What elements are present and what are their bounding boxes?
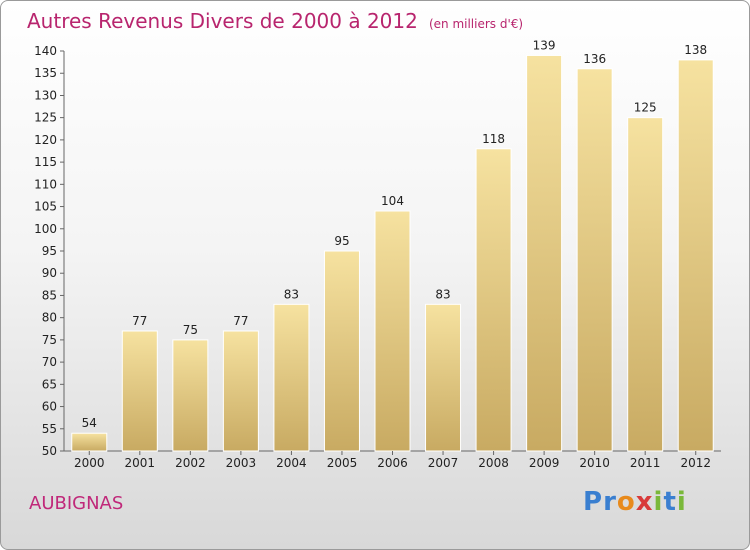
y-tick-label: 90	[42, 266, 57, 280]
y-tick-label: 130	[34, 88, 57, 102]
y-tick-label: 65	[42, 377, 57, 391]
chart-unit-text: (en milliers d'€)	[428, 17, 524, 31]
x-tick-label: 2011	[630, 456, 661, 470]
x-tick-label: 2008	[478, 456, 509, 470]
data-label: 136	[583, 52, 606, 66]
bar	[273, 303, 310, 452]
bar	[323, 250, 360, 452]
data-label: 77	[233, 314, 248, 328]
x-tick-label: 2004	[276, 456, 307, 470]
bar	[475, 148, 512, 452]
x-tick-label: 2003	[226, 456, 257, 470]
bar	[425, 303, 462, 452]
data-label: 104	[381, 194, 404, 208]
y-tick-label: 60	[42, 400, 57, 414]
y-tick-label: 120	[34, 133, 57, 147]
chart-title: Autres Revenus Divers de 2000 à 2012 (en…	[27, 9, 523, 33]
logo-letter: x	[635, 487, 654, 517]
data-label: 75	[183, 323, 198, 337]
x-tick-label: 2006	[377, 456, 408, 470]
bar	[71, 432, 108, 452]
y-tick-label: 110	[34, 177, 57, 191]
data-label: 138	[684, 43, 707, 57]
logo-letter: i	[676, 487, 687, 517]
data-label: 125	[634, 101, 657, 115]
data-label: 139	[533, 38, 556, 52]
x-tick-label: 2005	[327, 456, 358, 470]
x-tick-label: 2002	[175, 456, 206, 470]
data-label: 83	[435, 287, 450, 301]
x-tick-label: 2012	[680, 456, 711, 470]
chart-title-text: Autres Revenus Divers de 2000 à 2012	[27, 9, 418, 33]
y-tick-label: 100	[34, 222, 57, 236]
y-tick-label: 85	[42, 288, 57, 302]
x-tick-label: 2001	[125, 456, 156, 470]
y-tick-label: 105	[34, 200, 57, 214]
bar	[374, 210, 411, 452]
logo-letter: o	[616, 487, 636, 517]
y-tick-label: 140	[34, 44, 57, 58]
x-tick-label: 2010	[579, 456, 610, 470]
bar	[677, 59, 714, 452]
data-label: 54	[82, 416, 97, 430]
data-label: 83	[284, 287, 299, 301]
logo-letter: i	[653, 487, 664, 517]
bar	[627, 117, 664, 452]
bar	[222, 330, 259, 452]
y-tick-label: 55	[42, 422, 57, 436]
x-tick-label: 2009	[529, 456, 560, 470]
logo-letter: r	[603, 487, 617, 517]
y-tick-label: 115	[34, 155, 57, 169]
data-label: 77	[132, 314, 147, 328]
logo-letter: P	[583, 487, 604, 517]
y-tick-label: 135	[34, 66, 57, 80]
y-tick-label: 80	[42, 311, 57, 325]
proxiti-logo: Proxiti	[583, 487, 687, 517]
bar	[121, 330, 158, 452]
data-label: 95	[334, 234, 349, 248]
town-name: AUBIGNAS	[29, 493, 124, 514]
y-tick-label: 125	[34, 111, 57, 125]
bar	[172, 339, 209, 452]
y-tick-label: 75	[42, 333, 57, 347]
bar	[576, 68, 613, 452]
bar	[526, 54, 563, 452]
y-tick-label: 50	[42, 444, 57, 458]
logo-letter: t	[663, 487, 677, 517]
y-tick-label: 70	[42, 355, 57, 369]
x-tick-label: 2000	[74, 456, 105, 470]
x-tick-label: 2007	[428, 456, 459, 470]
y-tick-label: 95	[42, 244, 57, 258]
data-label: 118	[482, 132, 505, 146]
